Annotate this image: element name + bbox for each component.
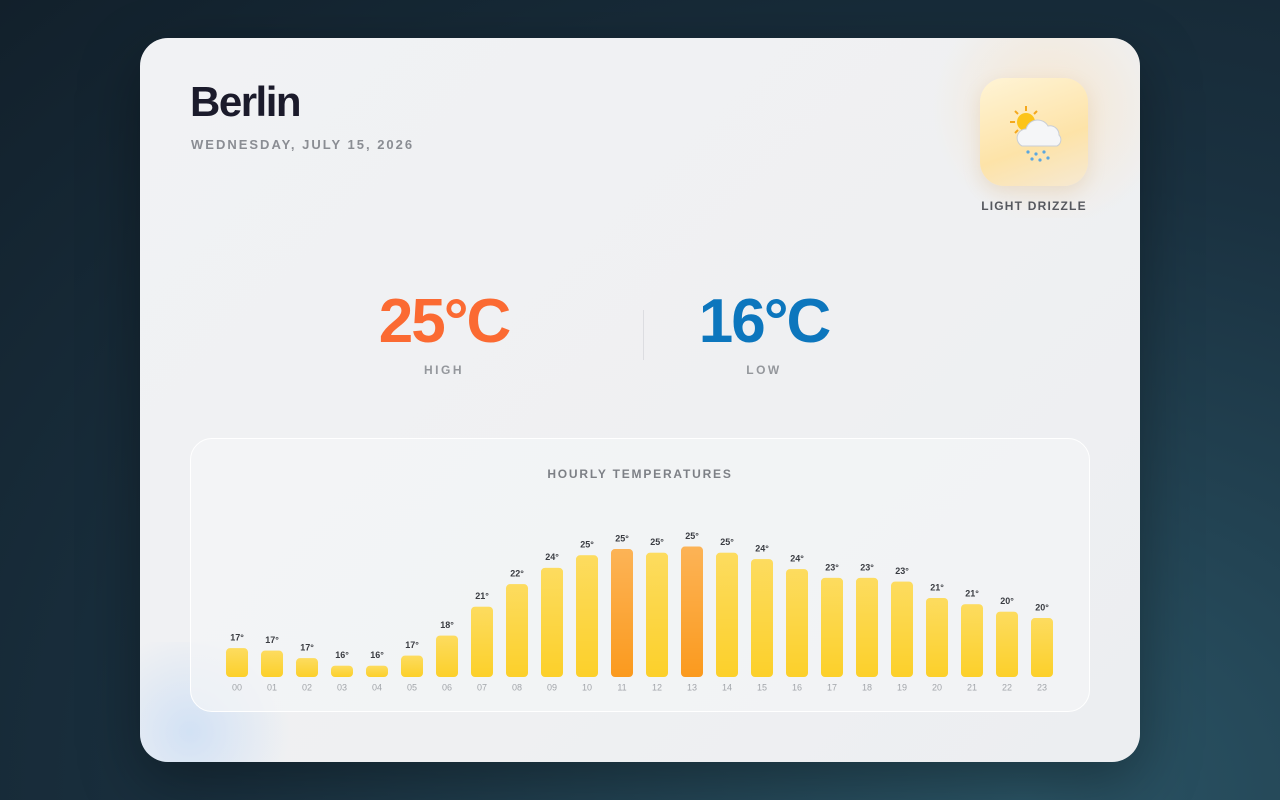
bar-shine <box>261 650 283 677</box>
value-label: 24° <box>545 552 559 562</box>
bar-shine <box>926 597 948 677</box>
value-label: 17° <box>265 635 279 645</box>
x-tick-label: 19 <box>897 682 907 692</box>
x-tick-label: 05 <box>407 682 417 692</box>
x-tick-label: 04 <box>372 682 382 692</box>
value-label: 23° <box>825 562 839 572</box>
weather-card: Berlin WEDNESDAY, JULY 15, 2026 LIGHT DR… <box>140 38 1140 762</box>
bar-shine <box>646 552 668 677</box>
chart: HOURLY TEMPERATURES 17° 00 17° 01 17° 02 16° 03… <box>226 467 1053 692</box>
x-tick-label: 00 <box>232 682 242 692</box>
bar-shine <box>296 658 318 677</box>
icon-graphic <box>1010 106 1062 162</box>
value-label: 21° <box>475 591 489 601</box>
x-tick-label: 20 <box>932 682 942 692</box>
x-tick-label: 17 <box>827 682 837 692</box>
low-label: LOW <box>746 363 782 377</box>
value-label: 23° <box>895 566 909 576</box>
x-tick-label: 09 <box>547 682 557 692</box>
bar-shine <box>961 604 983 677</box>
value-label: 21° <box>965 589 979 599</box>
drops <box>1026 150 1050 162</box>
value-label: 20° <box>1000 596 1014 606</box>
bar-shine <box>331 665 353 677</box>
value-label: 23° <box>860 562 874 572</box>
sun-rays <box>1010 106 1038 134</box>
bar-shine <box>1031 618 1053 677</box>
city: Berlin <box>190 78 302 125</box>
high-temp: 25°C <box>378 287 512 356</box>
value-label: 16° <box>370 650 384 660</box>
bar-shine <box>226 648 248 677</box>
value-label: 25° <box>650 537 664 547</box>
x-tick-label: 02 <box>302 682 312 692</box>
bar-shine <box>611 549 633 677</box>
date: WEDNESDAY, JULY 15, 2026 <box>191 137 415 152</box>
x-tick-label: 13 <box>687 682 697 692</box>
value-label: 17° <box>405 640 419 650</box>
bar-shine <box>716 552 738 677</box>
bar-shine <box>436 635 458 677</box>
x-tick-label: 10 <box>582 682 592 692</box>
divider <box>643 310 644 360</box>
x-tick-label: 07 <box>477 682 487 692</box>
weather-icon <box>980 78 1088 186</box>
bar-shine <box>786 569 808 677</box>
value-label: 25° <box>580 540 594 550</box>
x-tick-label: 12 <box>652 682 662 692</box>
x-tick-label: 23 <box>1037 682 1047 692</box>
x-tick-label: 15 <box>757 682 767 692</box>
x-tick-label: 14 <box>722 682 732 692</box>
high-label: HIGH <box>424 363 464 377</box>
condition: LIGHT DRIZZLE <box>981 199 1087 213</box>
bar-shine <box>891 581 913 677</box>
bar-shine <box>366 665 388 677</box>
value-label: 25° <box>685 531 699 541</box>
value-label: 18° <box>440 620 454 630</box>
x-tick-label: 18 <box>862 682 872 692</box>
x-tick-label: 21 <box>967 682 977 692</box>
value-label: 17° <box>230 633 244 643</box>
x-tick-label: 11 <box>617 682 626 692</box>
bar-shine <box>471 606 493 677</box>
bar-shine <box>751 559 773 677</box>
low-temp: 16°C <box>698 287 832 356</box>
bar-shine <box>401 655 423 677</box>
chart-title: HOURLY TEMPERATURES <box>547 467 732 481</box>
x-tick-label: 22 <box>1002 682 1012 692</box>
value-label: 17° <box>300 643 314 653</box>
x-tick-label: 03 <box>337 682 347 692</box>
x-tick-label: 01 <box>267 682 277 692</box>
x-tick-label: 08 <box>512 682 522 692</box>
x-tick-label: 16 <box>792 682 802 692</box>
bar-shine <box>996 611 1018 677</box>
value-label: 25° <box>720 537 734 547</box>
cloud <box>1016 119 1062 147</box>
bar-shine <box>576 555 598 677</box>
value-label: 22° <box>510 569 524 579</box>
bar-shine <box>541 567 563 677</box>
bar-shine <box>681 546 703 677</box>
value-label: 24° <box>755 543 769 553</box>
x-tick-label: 06 <box>442 682 452 692</box>
bar-shine <box>856 577 878 677</box>
value-label: 25° <box>615 533 629 543</box>
bar-shine <box>506 584 528 677</box>
value-label: 16° <box>335 650 349 660</box>
value-label: 21° <box>930 582 944 592</box>
bar-shine <box>821 577 843 677</box>
value-label: 20° <box>1035 602 1049 612</box>
value-label: 24° <box>790 553 804 563</box>
chart-panel: HOURLY TEMPERATURES 17° 00 17° 01 17° 02 16° 03… <box>190 438 1090 712</box>
